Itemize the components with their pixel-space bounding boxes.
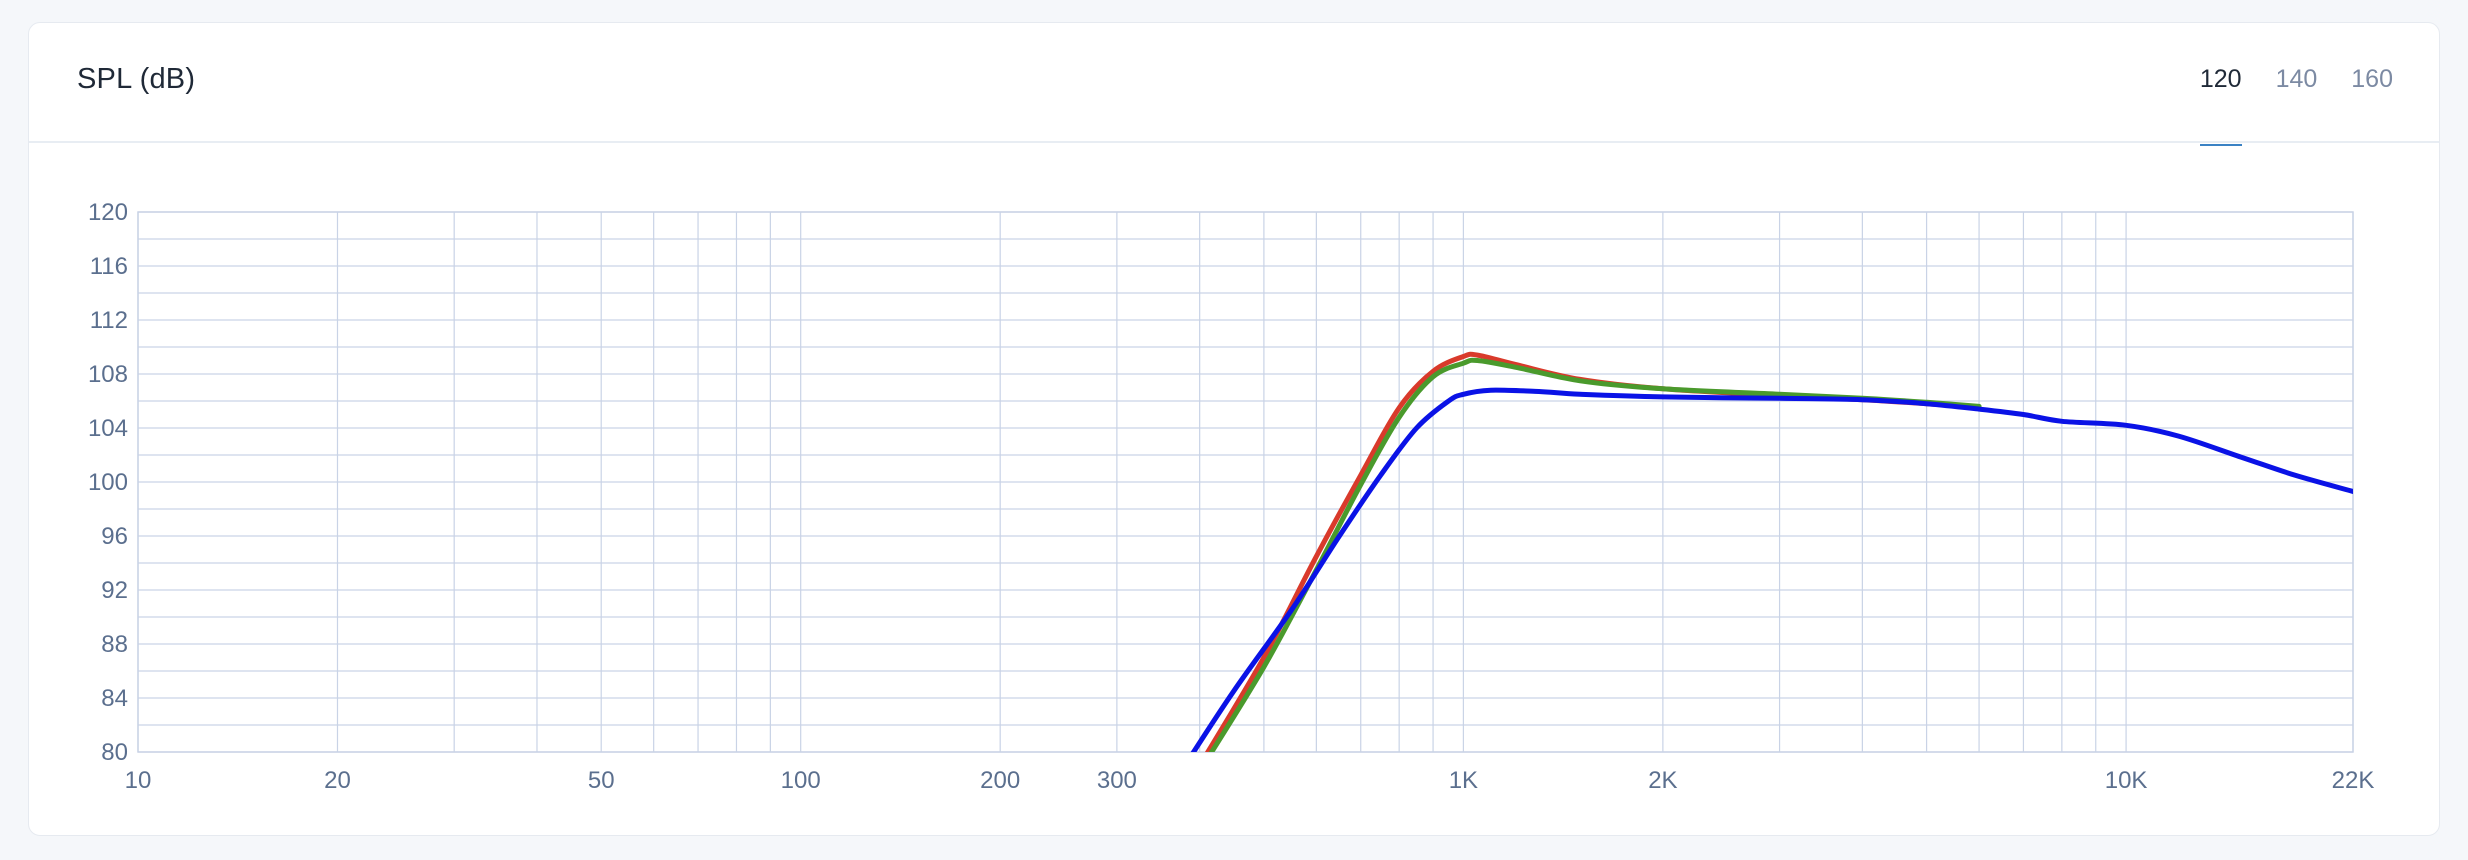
y-tick-label: 80: [101, 739, 128, 766]
y-tick-label: 108: [88, 361, 128, 388]
x-tick-label: 50: [588, 767, 615, 794]
x-tick-label: 20: [324, 767, 351, 794]
x-tick-label: 10: [125, 767, 152, 794]
x-tick-label: 2K: [1648, 767, 1677, 794]
chart-title: SPL (dB): [77, 63, 196, 95]
tab-120[interactable]: 120: [2199, 65, 2242, 146]
series-line-3: [1190, 387, 2353, 752]
y-tick-label: 112: [90, 307, 128, 334]
y-tick-label: 100: [88, 469, 128, 496]
tab-160[interactable]: 160: [2351, 65, 2393, 93]
y-tick-label: 88: [101, 631, 128, 658]
chart-card: SPL (dB) 120 140 160 80 84 88 92 96 100 104 108…: [28, 22, 2440, 836]
y-tick-label: 84: [101, 685, 128, 712]
y-tick-label: 116: [90, 253, 128, 280]
x-tick-label: 10K: [2105, 767, 2148, 794]
spl-chart: 80 84 88 92 96 100 104 108 112 116 120 10 20 50 100 200…: [88, 199, 2375, 794]
range-tabs: 120 140 160: [2199, 65, 2393, 146]
y-tick-label: 104: [88, 415, 128, 442]
x-tick-label: 300: [1097, 767, 1137, 794]
x-tick-label: 22K: [2332, 767, 2375, 794]
y-tick-label: 96: [101, 523, 128, 550]
x-tick-label: 1K: [1449, 767, 1478, 794]
card-header: SPL (dB) 120 140 160: [29, 23, 2439, 146]
tab-140[interactable]: 140: [2275, 65, 2318, 93]
y-tick-label: 92: [101, 577, 128, 604]
y-tick-label: 120: [88, 199, 128, 226]
x-tick-label: 100: [781, 767, 821, 794]
x-tick-label: 200: [980, 767, 1020, 794]
